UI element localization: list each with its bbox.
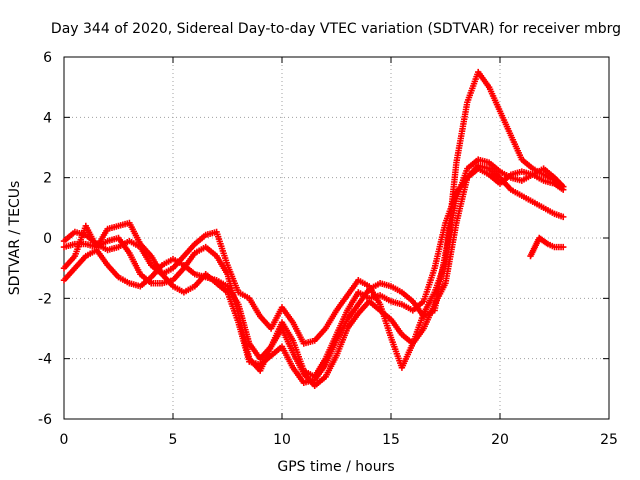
x-axis-label: GPS time / hours — [277, 459, 394, 475]
y-tick-label: 0 — [43, 231, 52, 247]
x-tick-label: 0 — [60, 432, 69, 448]
y-axis-label: SDTVAR / TECUs — [7, 181, 23, 296]
x-tick-label: 15 — [382, 432, 400, 448]
data-point — [560, 183, 567, 190]
x-tick-label: 25 — [600, 432, 618, 448]
x-tick-label: 20 — [491, 432, 509, 448]
x-tick-label: 5 — [169, 432, 178, 448]
series-track-3 — [60, 162, 567, 390]
series-track-2 — [60, 156, 567, 386]
grid — [64, 57, 609, 419]
y-tick-label: -6 — [38, 412, 52, 428]
x-tick-label: 10 — [273, 432, 291, 448]
data-points — [60, 68, 567, 390]
y-tick-label: 6 — [43, 50, 52, 66]
y-tick-label: 4 — [43, 110, 52, 126]
data-point — [560, 243, 567, 251]
y-tick-label: -2 — [38, 291, 52, 307]
x-axis-ticks: 0 5 10 15 20 25 — [60, 57, 618, 448]
series-track-5 — [527, 234, 567, 260]
y-tick-label: 2 — [43, 171, 52, 187]
y-axis-ticks: -6 -4 -2 0 2 4 6 — [38, 50, 609, 428]
series-track-4 — [60, 68, 567, 371]
data-point — [560, 213, 567, 221]
chart-title: Day 344 of 2020, Sidereal Day-to-day VTE… — [51, 21, 621, 37]
series-track-1 — [60, 165, 567, 380]
y-tick-label: -4 — [38, 352, 52, 368]
